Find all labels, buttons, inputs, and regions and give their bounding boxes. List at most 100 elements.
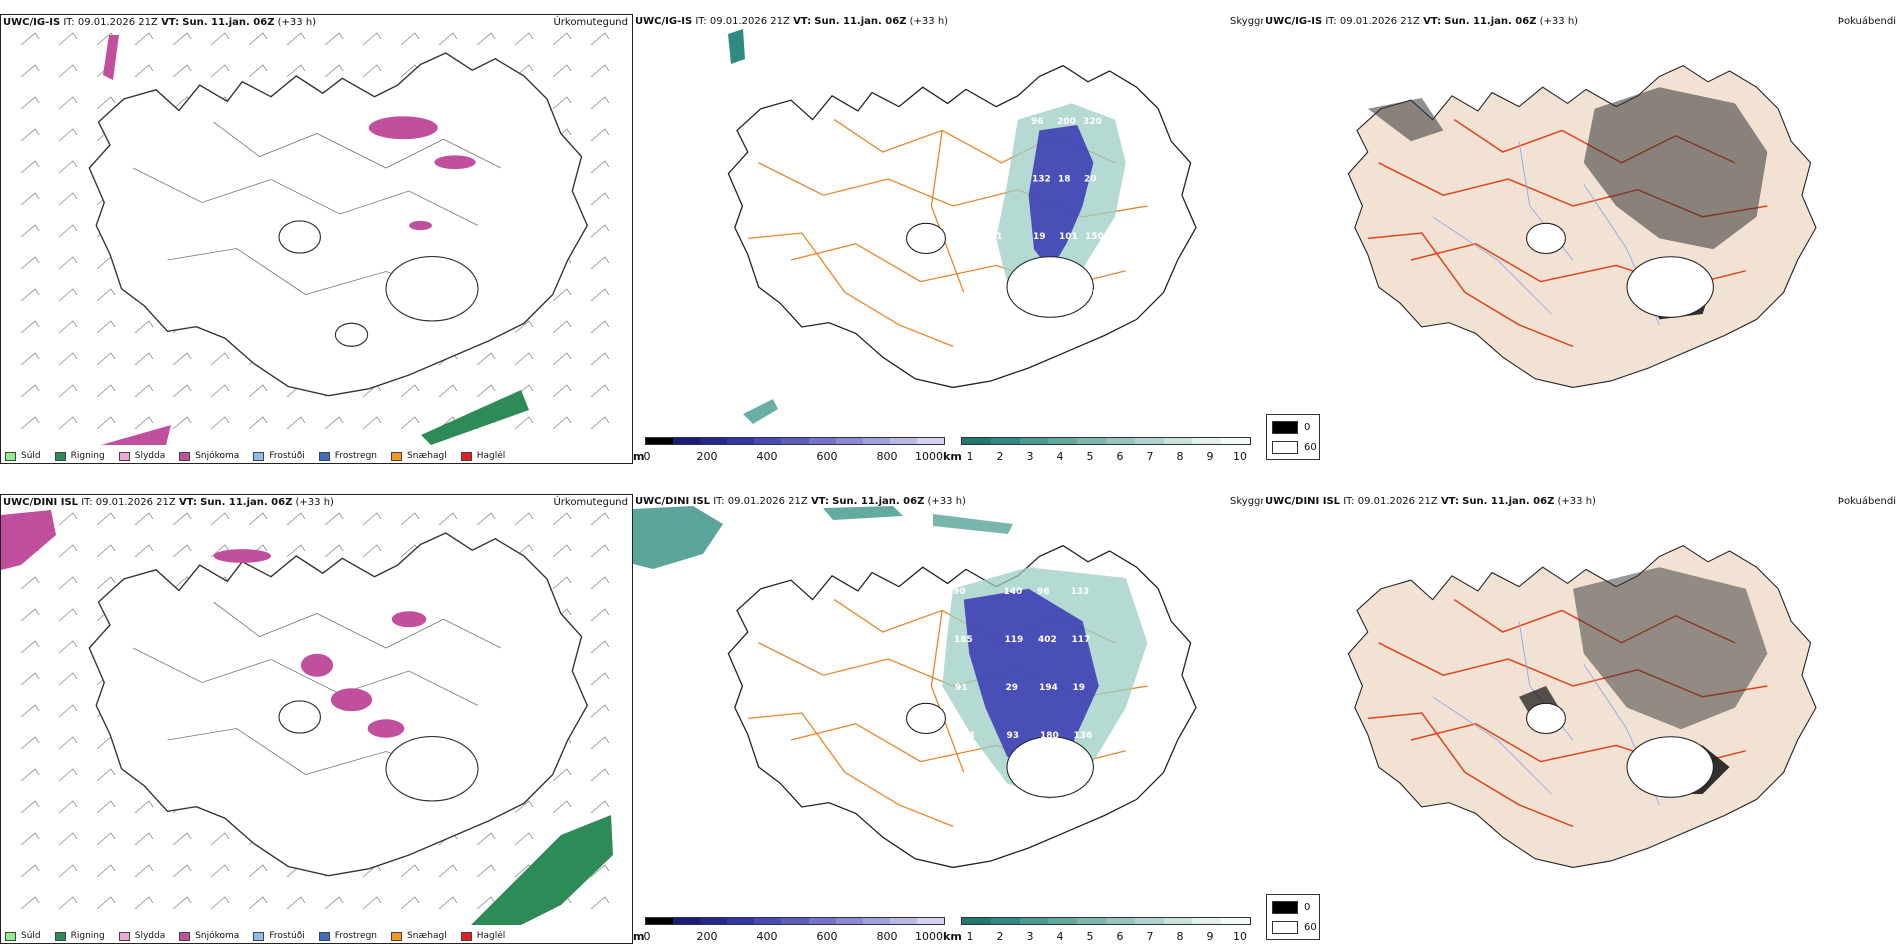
wind-barb (400, 512, 420, 526)
colorbar-cell (727, 438, 755, 444)
ceiling-label: 20 (1084, 175, 1097, 185)
wind-barb (590, 800, 610, 814)
wind-barb (248, 864, 268, 878)
colorbar-cells (645, 437, 945, 445)
wind-barb (590, 640, 610, 654)
ceiling-label: 55 (1086, 290, 1099, 300)
wind-barb (20, 416, 40, 430)
colorbar-tick: 4 (1056, 930, 1064, 943)
legend-item: Frostúði (253, 451, 305, 461)
legend-swatch (460, 931, 472, 941)
valid-time: Sun. 11.jan. 06Z (200, 497, 293, 508)
wind-barb (96, 800, 116, 814)
colorbar-tick: 6 (1116, 450, 1124, 463)
wind-barb (58, 672, 78, 686)
colorbar-cell (1134, 918, 1164, 924)
colorbar-tick: 0 (643, 450, 651, 463)
fog-legend-label: 60 (1304, 922, 1317, 933)
wind-barb (514, 320, 534, 334)
legend-item: Haglél (460, 451, 506, 461)
snow-area (367, 719, 405, 738)
colorbar-tick: 1000 (915, 930, 943, 943)
snow-area (368, 116, 438, 140)
colorbar-tick: 7 (1146, 930, 1154, 943)
fog-legend-swatch (1272, 901, 1298, 914)
legend-label: Snæhagl (407, 451, 447, 461)
fog-legend-label: 0 (1304, 902, 1311, 913)
colorbar-cell (673, 918, 701, 924)
snow-area (409, 220, 432, 231)
wind-barb (552, 32, 572, 46)
ceiling-label: 185 (954, 635, 973, 645)
wind-barb (476, 384, 496, 398)
legend-swatch (318, 931, 330, 941)
colorbar-cells (645, 917, 945, 925)
wind-barb (514, 512, 534, 526)
legend-label: Snæhagl (407, 931, 447, 941)
wind-barb (58, 864, 78, 878)
wind-barb (438, 864, 458, 878)
wind-barb (58, 832, 78, 846)
wind-barb (134, 800, 154, 814)
ceiling-label: 140 (1004, 587, 1023, 597)
init-time: 09.01.2026 21Z (95, 497, 176, 508)
wind-barb (476, 352, 496, 366)
wind-barb (20, 704, 40, 718)
wind-barb (590, 416, 610, 430)
init-time: 09.01.2026 21Z (709, 16, 790, 27)
colorbar-cell (808, 918, 836, 924)
wind-barb (552, 512, 572, 526)
legend-item: Slydda (118, 931, 166, 941)
legend-label: Snjókoma (195, 931, 240, 941)
colorbar-tick: 600 (816, 930, 838, 943)
lead-time: (+33 h) (277, 17, 317, 28)
precip-legend: Súld Rigning Slydda Snjókoma Frostúði Fr… (5, 451, 519, 461)
wind-barb (590, 736, 610, 750)
colorbar-cell (990, 438, 1020, 444)
wind-barb (58, 896, 78, 910)
visibility-panel-dini: UWC/DINI ISL IT: 09.01.2026 21Z VT: Sun.… (633, 494, 1263, 944)
wind-barb (58, 416, 78, 430)
wind-barb (438, 384, 458, 398)
colorbar-cell (1105, 918, 1135, 924)
legend-label: Haglél (476, 451, 506, 461)
colorbar-cell (1163, 438, 1193, 444)
fog-map (1347, 65, 1817, 388)
wind-barb (590, 512, 610, 526)
wind-barb (20, 736, 40, 750)
legend-label: Frostregn (334, 931, 378, 941)
ceiling-label: 101 (988, 117, 1007, 127)
panel-title: Skyggni (1230, 16, 1270, 27)
legend-swatch (179, 451, 191, 461)
wind-barb (134, 320, 154, 334)
ceiling-label: 18 (991, 290, 1004, 300)
colorbar-cell (673, 438, 701, 444)
model-name: UWC/DINI ISL (3, 497, 79, 508)
wind-barb (20, 160, 40, 174)
legend-swatch (253, 931, 265, 941)
wind-barb (20, 768, 40, 782)
colorbar-tick: 600 (816, 450, 838, 463)
wind-barb (286, 64, 306, 78)
legend-label: Slydda (134, 931, 166, 941)
fog-legend-item: 60 (1272, 921, 1317, 934)
wind-barb (514, 800, 534, 814)
wind-barb (590, 160, 610, 174)
valid-time: Sun. 11.jan. 06Z (1444, 16, 1537, 27)
colorbar-cell (646, 918, 674, 924)
ceiling-label: 132 (1032, 175, 1051, 185)
wind-barb (96, 544, 116, 558)
wind-barb (96, 384, 116, 398)
colorbar-cell (1048, 438, 1078, 444)
wind-barb (58, 320, 78, 334)
colorbar-cell (862, 918, 890, 924)
legend-label: Frostúði (269, 451, 305, 461)
colorbar-tick: 2 (996, 450, 1004, 463)
wind-barb (248, 64, 268, 78)
colorbar-cell (962, 438, 991, 444)
wind-barb (58, 640, 78, 654)
ceiling-label: 133 (1071, 587, 1090, 597)
colorbar-tick: 2 (996, 930, 1004, 943)
fog-map (1347, 545, 1817, 868)
wind-barb (210, 544, 230, 558)
